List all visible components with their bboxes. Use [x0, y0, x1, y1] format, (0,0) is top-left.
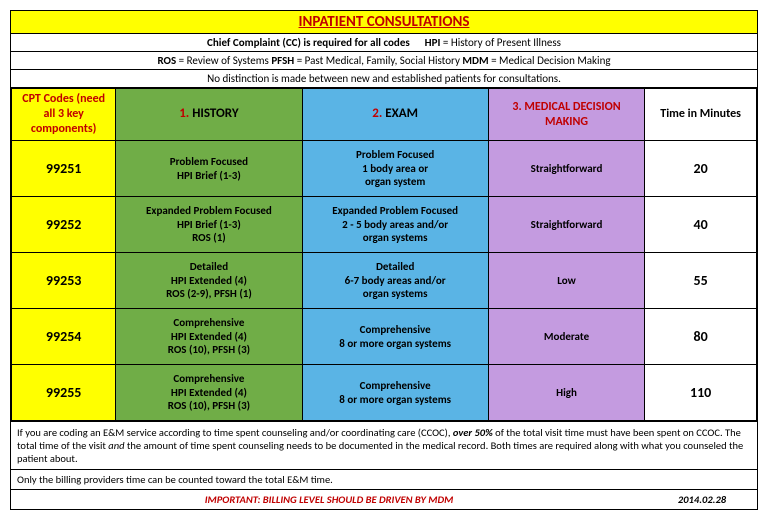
time-cell: 110 [645, 365, 757, 421]
mdm-cell: Moderate [488, 309, 644, 365]
exam-cell: Expanded Problem Focused2 - 5 body areas… [302, 197, 488, 253]
history-cell: Expanded Problem FocusedHPI Brief (1-3)R… [116, 197, 302, 253]
exam-cell: Problem Focused1 body area ororgan syste… [302, 141, 488, 197]
history-cell: DetailedHPI Extended (4)ROS (2-9), PFSH … [116, 253, 302, 309]
date: 2014.02.28 [647, 490, 757, 509]
title: INPATIENT CONSULTATIONS [11, 11, 757, 34]
table-row: 99252Expanded Problem FocusedHPI Brief (… [12, 197, 757, 253]
history-cell: Problem FocusedHPI Brief (1-3) [116, 141, 302, 197]
table-row: 99254ComprehensiveHPI Extended (4)ROS (1… [12, 309, 757, 365]
footer: IMPORTANT: BILLING LEVEL SHOULD BE DRIVE… [11, 489, 757, 509]
time-cell: 80 [645, 309, 757, 365]
cpt-code: 99252 [12, 197, 116, 253]
header-cpt: CPT Codes (need all 3 key components) [12, 89, 116, 141]
codes-table: CPT Codes (need all 3 key components) 1.… [11, 88, 757, 421]
mdm-cell: Low [488, 253, 644, 309]
exam-cell: Detailed6-7 body areas and/ororgan syste… [302, 253, 488, 309]
cpt-code: 99251 [12, 141, 116, 197]
cpt-code: 99255 [12, 365, 116, 421]
table-row: 99251Problem FocusedHPI Brief (1-3)Probl… [12, 141, 757, 197]
exam-cell: Comprehensive8 or more organ systems [302, 365, 488, 421]
subtitle-2: ROS = Review of Systems PFSH = Past Medi… [11, 52, 757, 70]
subtitle-1: Chief Complaint (CC) is required for all… [11, 34, 757, 52]
subtitle-3: No distinction is made between new and e… [11, 70, 757, 88]
time-cell: 20 [645, 141, 757, 197]
mdm-cell: High [488, 365, 644, 421]
mdm-cell: Straightforward [488, 141, 644, 197]
header-exam: 2. EXAM [302, 89, 488, 141]
mdm-cell: Straightforward [488, 197, 644, 253]
header-mdm: 3. MEDICAL DECISION MAKING [488, 89, 644, 141]
consultation-table-card: INPATIENT CONSULTATIONS Chief Complaint … [10, 10, 758, 510]
ccoc-note: If you are coding an E&M service accordi… [11, 421, 757, 469]
table-row: 99253DetailedHPI Extended (4)ROS (2-9), … [12, 253, 757, 309]
billing-provider-note: Only the billing providers time can be c… [11, 469, 757, 489]
header-time: Time in Minutes [645, 89, 757, 141]
important-note: IMPORTANT: BILLING LEVEL SHOULD BE DRIVE… [11, 490, 647, 509]
cpt-code: 99253 [12, 253, 116, 309]
time-cell: 55 [645, 253, 757, 309]
table-body: 99251Problem FocusedHPI Brief (1-3)Probl… [12, 141, 757, 421]
cpt-code: 99254 [12, 309, 116, 365]
time-cell: 40 [645, 197, 757, 253]
table-row: 99255ComprehensiveHPI Extended (4)ROS (1… [12, 365, 757, 421]
exam-cell: Comprehensive8 or more organ systems [302, 309, 488, 365]
history-cell: ComprehensiveHPI Extended (4)ROS (10), P… [116, 365, 302, 421]
history-cell: ComprehensiveHPI Extended (4)ROS (10), P… [116, 309, 302, 365]
header-history: 1. HISTORY [116, 89, 302, 141]
